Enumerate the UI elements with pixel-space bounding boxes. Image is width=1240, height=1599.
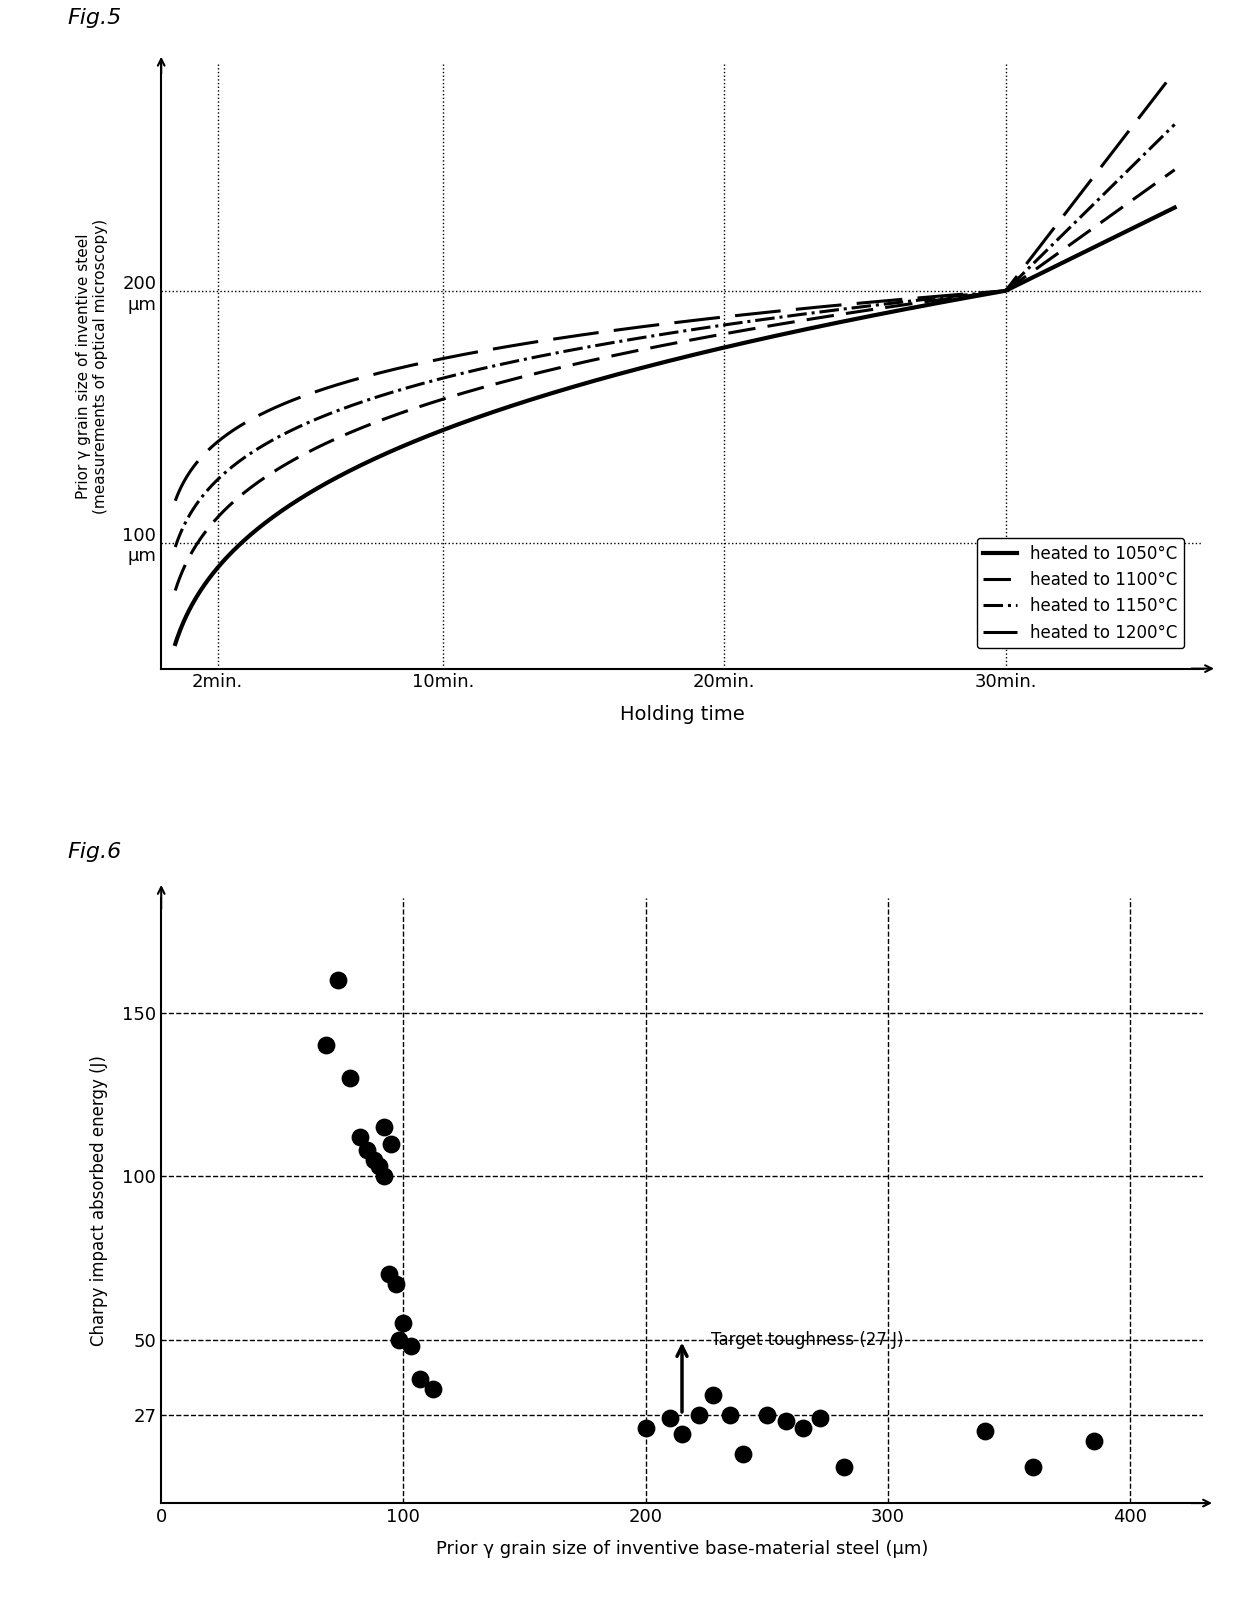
Point <box>733 1441 753 1466</box>
Point <box>776 1409 796 1434</box>
heated to 1050°C <box>608 365 622 384</box>
Legend: heated to 1050°C, heated to 1100°C, heated to 1150°C, heated to 1200°C: heated to 1050°C, heated to 1100°C, heat… <box>977 537 1184 648</box>
heated to 1150°C <box>965 285 980 304</box>
heated to 1050°C <box>572 376 587 395</box>
X-axis label: Prior γ grain size of inventive base-material steel (μm): Prior γ grain size of inventive base-mat… <box>435 1540 929 1557</box>
Point <box>1084 1428 1104 1453</box>
heated to 1050°C <box>270 504 285 523</box>
Point <box>410 1366 430 1391</box>
Text: Fig.6: Fig.6 <box>67 843 122 862</box>
heated to 1100°C <box>947 288 962 307</box>
Line: heated to 1200°C: heated to 1200°C <box>175 72 1174 500</box>
Point <box>835 1455 854 1481</box>
heated to 1150°C <box>167 537 182 556</box>
Point <box>794 1415 813 1441</box>
heated to 1200°C <box>854 293 869 312</box>
heated to 1100°C <box>965 286 980 305</box>
Point <box>423 1375 443 1401</box>
Point <box>703 1383 723 1409</box>
heated to 1200°C <box>965 283 980 302</box>
Point <box>374 1164 394 1190</box>
heated to 1100°C <box>572 353 587 373</box>
Point <box>720 1402 740 1428</box>
heated to 1200°C <box>608 321 622 341</box>
Point <box>379 1262 399 1287</box>
Point <box>672 1422 692 1447</box>
Text: Target toughness (27 J): Target toughness (27 J) <box>711 1330 904 1348</box>
heated to 1150°C <box>854 297 869 317</box>
heated to 1100°C <box>167 580 182 600</box>
Point <box>365 1146 384 1172</box>
Point <box>329 967 348 993</box>
Line: heated to 1150°C: heated to 1150°C <box>175 125 1174 547</box>
Point <box>382 1130 402 1156</box>
Point <box>340 1065 360 1091</box>
Point <box>374 1115 394 1140</box>
Point <box>357 1137 377 1162</box>
Point <box>370 1153 389 1178</box>
X-axis label: Holding time: Holding time <box>620 705 744 724</box>
Point <box>388 1327 408 1353</box>
Text: Fig.5: Fig.5 <box>67 8 122 27</box>
heated to 1200°C <box>572 326 587 345</box>
heated to 1100°C <box>1167 160 1182 179</box>
Point <box>636 1415 656 1441</box>
heated to 1050°C <box>947 291 962 310</box>
heated to 1200°C <box>270 397 285 416</box>
heated to 1150°C <box>270 429 285 448</box>
heated to 1150°C <box>947 286 962 305</box>
heated to 1050°C <box>167 635 182 654</box>
Point <box>386 1271 405 1297</box>
Point <box>660 1406 680 1431</box>
heated to 1150°C <box>608 333 622 352</box>
heated to 1100°C <box>854 302 869 321</box>
Point <box>810 1406 830 1431</box>
Point <box>1023 1455 1043 1481</box>
heated to 1200°C <box>1167 62 1182 82</box>
Line: heated to 1100°C: heated to 1100°C <box>175 169 1174 590</box>
heated to 1150°C <box>572 339 587 358</box>
Y-axis label: Prior γ grain size of inventive steel
(measurements of optical microscopy): Prior γ grain size of inventive steel (m… <box>76 219 108 513</box>
Point <box>401 1334 420 1359</box>
Point <box>350 1124 370 1150</box>
Point <box>393 1311 413 1337</box>
Point <box>689 1402 709 1428</box>
Point <box>316 1033 336 1059</box>
heated to 1100°C <box>270 461 285 480</box>
Point <box>975 1418 994 1444</box>
heated to 1050°C <box>965 288 980 307</box>
heated to 1050°C <box>1167 198 1182 217</box>
heated to 1050°C <box>854 309 869 328</box>
heated to 1150°C <box>1167 115 1182 134</box>
heated to 1100°C <box>608 345 622 365</box>
Point <box>756 1402 776 1428</box>
Y-axis label: Charpy impact absorbed energy (J): Charpy impact absorbed energy (J) <box>91 1055 108 1346</box>
heated to 1200°C <box>167 491 182 510</box>
heated to 1200°C <box>947 285 962 304</box>
Line: heated to 1050°C: heated to 1050°C <box>175 208 1174 644</box>
